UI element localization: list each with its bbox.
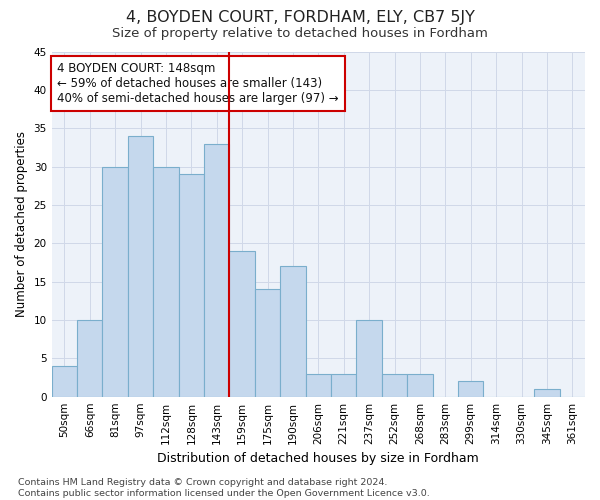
Text: 4, BOYDEN COURT, FORDHAM, ELY, CB7 5JY: 4, BOYDEN COURT, FORDHAM, ELY, CB7 5JY: [125, 10, 475, 25]
Text: Size of property relative to detached houses in Fordham: Size of property relative to detached ho…: [112, 28, 488, 40]
Bar: [52, 366, 77, 396]
Text: 4 BOYDEN COURT: 148sqm
← 59% of detached houses are smaller (143)
40% of semi-de: 4 BOYDEN COURT: 148sqm ← 59% of detached…: [57, 62, 338, 105]
Bar: [305, 374, 331, 396]
X-axis label: Distribution of detached houses by size in Fordham: Distribution of detached houses by size …: [157, 452, 479, 465]
Bar: [204, 144, 229, 396]
Bar: [407, 374, 433, 396]
Bar: [280, 266, 305, 396]
Text: Contains HM Land Registry data © Crown copyright and database right 2024.
Contai: Contains HM Land Registry data © Crown c…: [18, 478, 430, 498]
Bar: [179, 174, 204, 396]
Y-axis label: Number of detached properties: Number of detached properties: [15, 131, 28, 317]
Bar: [255, 290, 280, 397]
Bar: [331, 374, 356, 396]
Bar: [153, 166, 179, 396]
Bar: [458, 382, 484, 396]
Bar: [103, 166, 128, 396]
Bar: [534, 389, 560, 396]
Bar: [229, 251, 255, 396]
Bar: [77, 320, 103, 396]
Bar: [128, 136, 153, 396]
Bar: [356, 320, 382, 396]
Bar: [382, 374, 407, 396]
